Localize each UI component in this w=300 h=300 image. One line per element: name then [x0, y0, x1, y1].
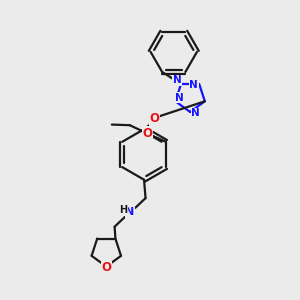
Text: O: O	[142, 127, 152, 140]
Text: H: H	[119, 205, 128, 215]
Text: N: N	[190, 80, 198, 91]
Text: N: N	[173, 75, 182, 85]
Text: N: N	[191, 108, 200, 118]
Text: O: O	[149, 112, 160, 125]
Text: O: O	[101, 262, 111, 275]
Text: N: N	[125, 207, 135, 218]
Text: N: N	[175, 93, 184, 103]
